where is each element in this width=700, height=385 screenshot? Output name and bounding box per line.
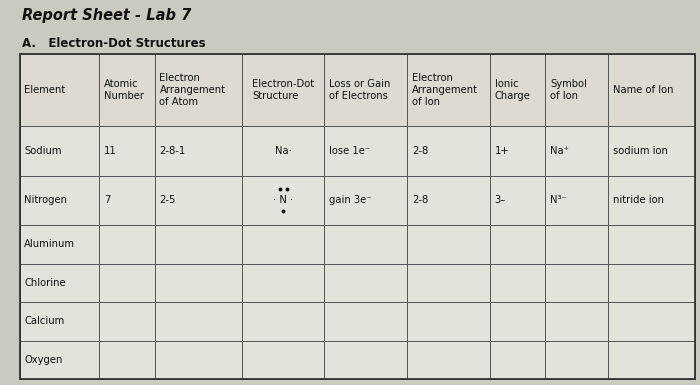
Text: 1+: 1+: [495, 146, 510, 156]
Bar: [325, 341, 407, 379]
Bar: [20, 176, 99, 225]
Text: lose 1e⁻: lose 1e⁻: [329, 146, 370, 156]
Bar: [155, 341, 241, 379]
Bar: [490, 341, 545, 379]
Bar: [155, 264, 241, 302]
Bar: [325, 264, 407, 302]
Bar: [545, 341, 608, 379]
Bar: [99, 54, 155, 126]
Text: Na·: Na·: [274, 146, 292, 156]
Text: 3–: 3–: [495, 195, 506, 205]
Bar: [407, 126, 490, 176]
Text: Sodium: Sodium: [25, 146, 62, 156]
Bar: [20, 126, 99, 176]
Text: Atomic
Number: Atomic Number: [104, 79, 144, 101]
Bar: [241, 176, 325, 225]
Text: Oxygen: Oxygen: [25, 355, 63, 365]
Text: Na⁺: Na⁺: [550, 146, 569, 156]
Bar: [490, 264, 545, 302]
Text: Electron
Arrangement
of Atom: Electron Arrangement of Atom: [160, 73, 225, 107]
Bar: [608, 225, 695, 264]
Bar: [608, 341, 695, 379]
Bar: [407, 54, 490, 126]
Bar: [608, 176, 695, 225]
Bar: [99, 264, 155, 302]
Bar: [325, 54, 407, 126]
Bar: [608, 264, 695, 302]
Bar: [407, 176, 490, 225]
Text: 2-8: 2-8: [412, 146, 428, 156]
Text: Electron
Arrangement
of Ion: Electron Arrangement of Ion: [412, 73, 478, 107]
Text: nitride ion: nitride ion: [612, 195, 664, 205]
Bar: [407, 264, 490, 302]
Bar: [407, 302, 490, 341]
Bar: [20, 302, 99, 341]
Bar: [490, 126, 545, 176]
Bar: [241, 225, 325, 264]
Text: Loss or Gain
of Electrons: Loss or Gain of Electrons: [329, 79, 391, 101]
Text: 11: 11: [104, 146, 117, 156]
Bar: [545, 264, 608, 302]
Bar: [241, 264, 325, 302]
Text: 2-8: 2-8: [412, 195, 428, 205]
Bar: [545, 54, 608, 126]
Bar: [490, 176, 545, 225]
Bar: [155, 225, 241, 264]
Text: Chlorine: Chlorine: [25, 278, 66, 288]
Text: sodium ion: sodium ion: [612, 146, 668, 156]
Bar: [99, 176, 155, 225]
Text: Nitrogen: Nitrogen: [25, 195, 67, 205]
Text: gain 3e⁻: gain 3e⁻: [329, 195, 372, 205]
Bar: [545, 225, 608, 264]
Text: Name of Ion: Name of Ion: [612, 85, 673, 95]
Text: A.   Electron-Dot Structures: A. Electron-Dot Structures: [22, 37, 206, 50]
Bar: [99, 225, 155, 264]
Bar: [99, 126, 155, 176]
Bar: [545, 126, 608, 176]
Text: Element: Element: [25, 85, 66, 95]
Text: Calcium: Calcium: [25, 316, 64, 326]
Text: Symbol
of Ion: Symbol of Ion: [550, 79, 587, 101]
Bar: [155, 302, 241, 341]
Bar: [490, 54, 545, 126]
Bar: [490, 302, 545, 341]
Text: 2-5: 2-5: [160, 195, 176, 205]
Bar: [608, 54, 695, 126]
Bar: [99, 341, 155, 379]
Bar: [407, 341, 490, 379]
Bar: [325, 302, 407, 341]
Bar: [20, 225, 99, 264]
Text: Aluminum: Aluminum: [25, 239, 76, 249]
Text: Report Sheet - Lab 7: Report Sheet - Lab 7: [22, 8, 192, 23]
Bar: [99, 302, 155, 341]
Bar: [20, 54, 99, 126]
Bar: [241, 54, 325, 126]
Text: N³⁻: N³⁻: [550, 195, 567, 205]
Bar: [325, 176, 407, 225]
Bar: [545, 176, 608, 225]
Text: · N ·: · N ·: [273, 195, 293, 205]
Text: Ionic
Charge: Ionic Charge: [495, 79, 531, 101]
Text: 2-8-1: 2-8-1: [160, 146, 186, 156]
Bar: [241, 302, 325, 341]
Bar: [325, 126, 407, 176]
Bar: [241, 341, 325, 379]
Text: 7: 7: [104, 195, 111, 205]
Bar: [241, 126, 325, 176]
Bar: [20, 264, 99, 302]
Bar: [490, 225, 545, 264]
Bar: [608, 126, 695, 176]
Bar: [20, 341, 99, 379]
Bar: [155, 54, 241, 126]
Bar: [155, 176, 241, 225]
Text: Electron-Dot
Structure: Electron-Dot Structure: [252, 79, 314, 101]
Bar: [407, 225, 490, 264]
Bar: [608, 302, 695, 341]
Bar: [325, 225, 407, 264]
Bar: [545, 302, 608, 341]
Bar: [155, 126, 241, 176]
